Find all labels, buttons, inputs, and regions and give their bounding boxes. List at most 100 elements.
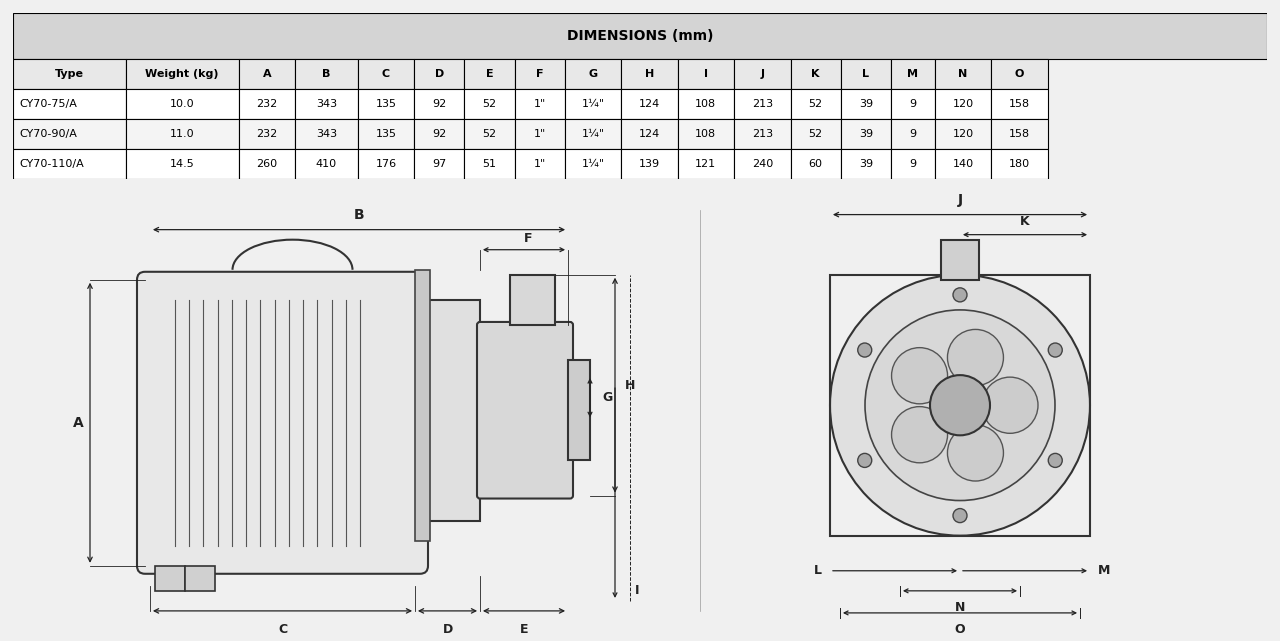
FancyBboxPatch shape [296, 119, 358, 149]
FancyBboxPatch shape [791, 119, 841, 149]
Text: M: M [1098, 564, 1110, 578]
FancyBboxPatch shape [621, 90, 677, 119]
FancyBboxPatch shape [465, 149, 515, 179]
FancyBboxPatch shape [465, 60, 515, 90]
Text: F: F [536, 69, 544, 79]
FancyBboxPatch shape [841, 90, 891, 119]
Circle shape [931, 375, 989, 435]
FancyBboxPatch shape [13, 13, 1267, 60]
FancyBboxPatch shape [991, 149, 1048, 179]
Text: 343: 343 [316, 129, 337, 140]
Text: 176: 176 [375, 160, 397, 169]
FancyBboxPatch shape [13, 90, 125, 119]
FancyBboxPatch shape [358, 60, 415, 90]
Text: A: A [73, 416, 83, 429]
FancyBboxPatch shape [358, 119, 415, 149]
Circle shape [947, 329, 1004, 386]
Text: 39: 39 [859, 160, 873, 169]
Text: C: C [278, 623, 287, 636]
Text: CY70-110/A: CY70-110/A [19, 160, 83, 169]
FancyBboxPatch shape [621, 149, 677, 179]
FancyBboxPatch shape [735, 119, 791, 149]
Text: 213: 213 [751, 129, 773, 140]
FancyBboxPatch shape [415, 149, 465, 179]
Text: 139: 139 [639, 160, 660, 169]
Text: G: G [589, 69, 598, 79]
Text: 60: 60 [809, 160, 823, 169]
Text: E: E [485, 69, 493, 79]
Text: 52: 52 [809, 99, 823, 110]
Circle shape [947, 425, 1004, 481]
Text: E: E [520, 623, 529, 636]
FancyBboxPatch shape [621, 60, 677, 90]
Circle shape [865, 310, 1055, 501]
FancyBboxPatch shape [13, 149, 125, 179]
Text: 52: 52 [809, 129, 823, 140]
Text: O: O [955, 623, 965, 636]
FancyBboxPatch shape [791, 60, 841, 90]
FancyBboxPatch shape [841, 149, 891, 179]
Text: 135: 135 [375, 99, 397, 110]
Circle shape [858, 453, 872, 467]
Text: 260: 260 [256, 160, 278, 169]
FancyBboxPatch shape [934, 119, 991, 149]
FancyBboxPatch shape [137, 272, 428, 574]
Text: Weight (kg): Weight (kg) [146, 69, 219, 79]
FancyBboxPatch shape [13, 60, 125, 90]
FancyBboxPatch shape [515, 90, 564, 119]
Text: 52: 52 [483, 129, 497, 140]
FancyBboxPatch shape [791, 90, 841, 119]
Text: 9: 9 [909, 160, 916, 169]
FancyBboxPatch shape [13, 119, 125, 149]
Text: O: O [1015, 69, 1024, 79]
Text: 97: 97 [433, 160, 447, 169]
Text: J: J [957, 192, 963, 206]
FancyBboxPatch shape [564, 119, 621, 149]
Text: K: K [1020, 215, 1030, 228]
Bar [415, 270, 430, 540]
Text: N: N [955, 601, 965, 614]
Circle shape [982, 377, 1038, 433]
Bar [829, 275, 1091, 536]
FancyBboxPatch shape [238, 149, 296, 179]
Circle shape [892, 406, 947, 463]
Text: J: J [760, 69, 764, 79]
Text: Type: Type [55, 69, 83, 79]
FancyBboxPatch shape [677, 90, 735, 119]
FancyBboxPatch shape [891, 149, 934, 179]
FancyBboxPatch shape [991, 90, 1048, 119]
FancyBboxPatch shape [296, 90, 358, 119]
FancyBboxPatch shape [296, 149, 358, 179]
Text: L: L [863, 69, 869, 79]
Text: I: I [635, 585, 640, 597]
Text: D: D [435, 69, 444, 79]
FancyBboxPatch shape [735, 60, 791, 90]
Text: D: D [443, 623, 453, 636]
FancyBboxPatch shape [238, 90, 296, 119]
FancyBboxPatch shape [735, 90, 791, 119]
Text: CY70-75/A: CY70-75/A [19, 99, 77, 110]
Text: 14.5: 14.5 [170, 160, 195, 169]
Bar [941, 240, 979, 280]
FancyBboxPatch shape [465, 119, 515, 149]
FancyBboxPatch shape [564, 149, 621, 179]
FancyBboxPatch shape [791, 149, 841, 179]
Text: 140: 140 [952, 160, 974, 169]
FancyBboxPatch shape [891, 119, 934, 149]
Text: I: I [704, 69, 708, 79]
Bar [509, 275, 556, 325]
Text: 120: 120 [952, 99, 974, 110]
Text: 1¼": 1¼" [581, 160, 604, 169]
FancyBboxPatch shape [125, 60, 238, 90]
Text: L: L [814, 564, 822, 578]
FancyBboxPatch shape [991, 119, 1048, 149]
FancyBboxPatch shape [125, 119, 238, 149]
FancyBboxPatch shape [515, 60, 564, 90]
FancyBboxPatch shape [934, 149, 991, 179]
FancyBboxPatch shape [515, 119, 564, 149]
Text: 1": 1" [534, 99, 545, 110]
Text: 232: 232 [256, 129, 278, 140]
Circle shape [892, 347, 947, 404]
Text: 158: 158 [1009, 99, 1030, 110]
Text: 92: 92 [433, 129, 447, 140]
